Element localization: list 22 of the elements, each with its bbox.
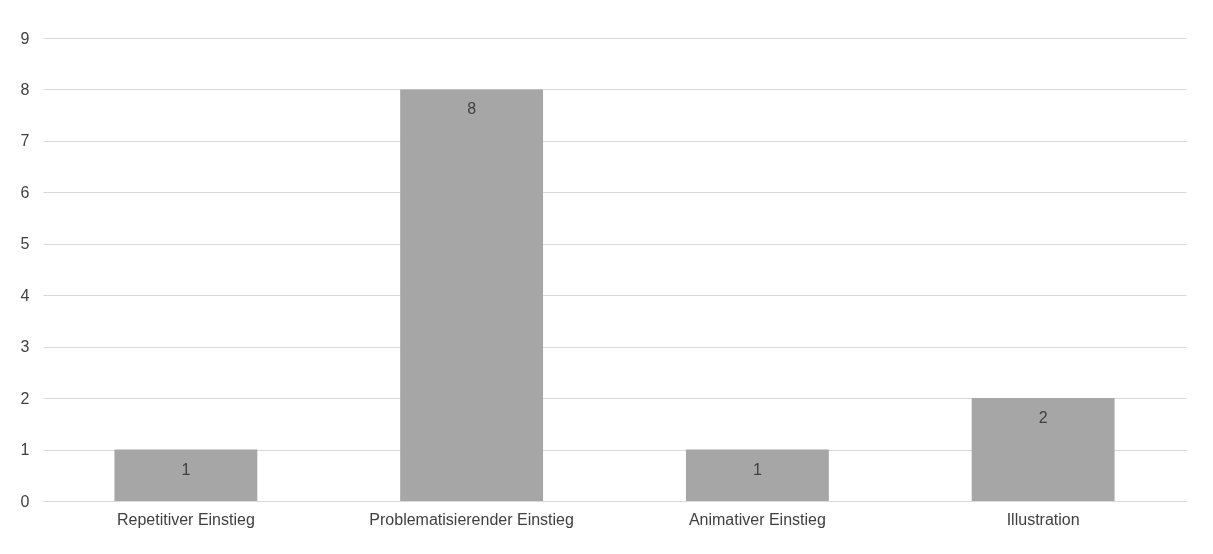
x-tick-label: Problematisierender Einstieg	[369, 510, 574, 528]
bar	[685, 449, 829, 501]
x-tick-label: Repetitiver Einstieg	[116, 510, 255, 528]
y-tick-label: 2	[20, 389, 30, 407]
bar	[400, 89, 544, 501]
y-tick-label: 9	[20, 29, 30, 47]
y-tick-label: 8	[20, 80, 30, 98]
data-label: 1	[752, 460, 762, 478]
y-tick-label: 1	[20, 441, 30, 459]
y-tick-label: 6	[20, 183, 30, 201]
bar	[971, 398, 1115, 501]
y-tick-label: 4	[20, 286, 30, 304]
y-tick-label: 5	[20, 235, 30, 253]
x-tick-label: Animativer Einstieg	[688, 510, 826, 528]
y-tick-label: 3	[20, 338, 30, 356]
y-tick-label: 7	[20, 132, 30, 150]
data-label: 1	[181, 460, 191, 478]
data-label: 8	[467, 100, 477, 118]
data-label: 2	[1038, 409, 1048, 427]
x-tick-label: Illustration	[1006, 510, 1080, 528]
bar	[114, 449, 258, 501]
y-tick-label: 0	[20, 492, 30, 510]
